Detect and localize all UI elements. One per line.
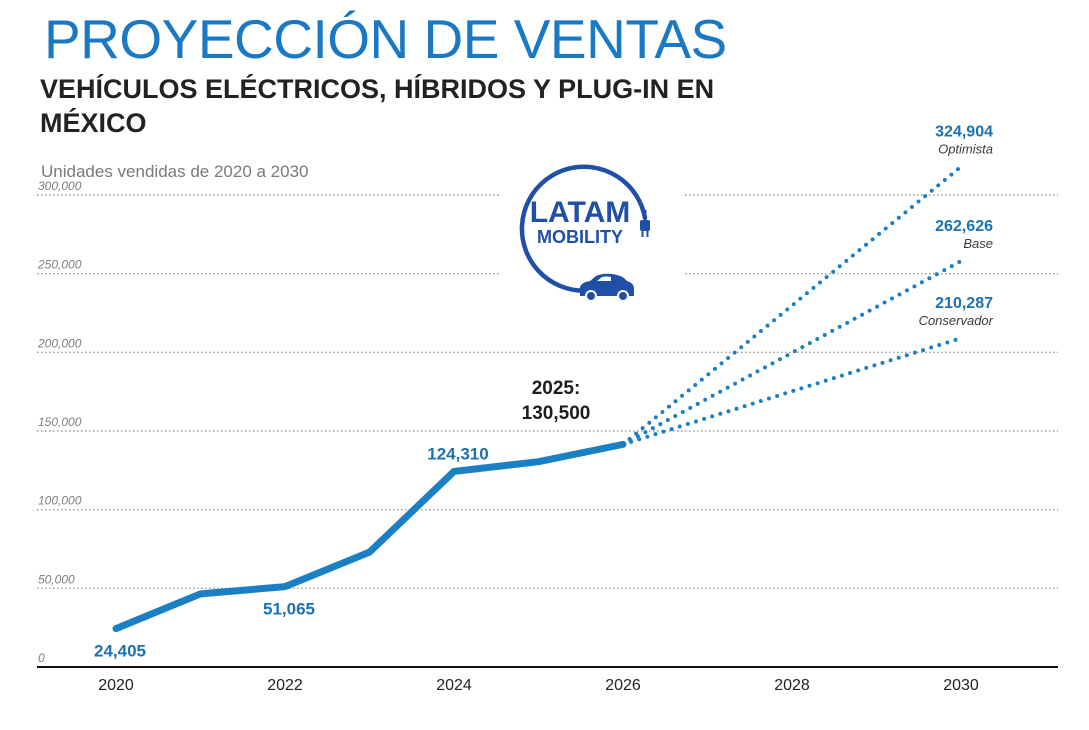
projection-line-optimista	[621, 164, 963, 447]
projection-line-conservador	[621, 336, 963, 447]
callout-2025: 2025: 130,500	[522, 378, 591, 424]
y-tick-label: 100,000	[38, 494, 82, 508]
projection-value-label: 210,287	[935, 295, 993, 312]
projection-name-label: Base	[963, 236, 993, 251]
x-tick-label: 2024	[436, 677, 472, 694]
y-tick-label: 50,000	[38, 572, 75, 586]
logo-ring	[519, 164, 648, 293]
y-tick-label: 150,000	[38, 415, 82, 429]
projection-name-label: Optimista	[938, 142, 993, 157]
latam-mobility-logo: LATAM MOBILITY	[500, 140, 685, 310]
projection-value-label: 262,626	[935, 218, 993, 235]
y-tick-label: 200,000	[37, 336, 82, 350]
sales-line	[112, 440, 627, 633]
page-title: PROYECCIÓN DE VENTAS	[44, 8, 727, 70]
projection-value-label: 324,904	[935, 124, 993, 141]
y-tick-label: 250,000	[37, 258, 82, 272]
logo-text-mobility: MOBILITY	[537, 227, 623, 247]
callout-value: 130,500	[522, 403, 591, 424]
x-tick-label: 2026	[605, 677, 641, 694]
x-tick-label: 2020	[98, 677, 134, 694]
series-layer	[112, 164, 963, 633]
chart-caption: Unidades vendidas de 2020 a 2030	[41, 162, 309, 181]
data-label: 51,065	[263, 600, 315, 619]
x-tick-label: 2022	[267, 677, 303, 694]
logo-text-latam: LATAM	[530, 196, 631, 229]
plug-icon	[640, 210, 650, 237]
data-label: 24,405	[94, 642, 146, 661]
projection-name-label: Conservador	[919, 313, 994, 328]
data-label: 124,310	[427, 444, 488, 463]
x-tick-label: 2028	[774, 677, 810, 694]
callout-year: 2025:	[532, 378, 581, 399]
page-subtitle: VEHÍCULOS ELÉCTRICOS, HÍBRIDOS Y PLUG-IN…	[40, 74, 715, 138]
x-tick-label: 2030	[943, 677, 979, 694]
y-tick-label: 300,000	[38, 179, 82, 193]
y-tick-label: 0	[38, 651, 45, 665]
car-icon	[580, 273, 634, 302]
axes: 0 50,000 100,000 150,000 200,000 250,000 300,0…	[37, 179, 1058, 694]
